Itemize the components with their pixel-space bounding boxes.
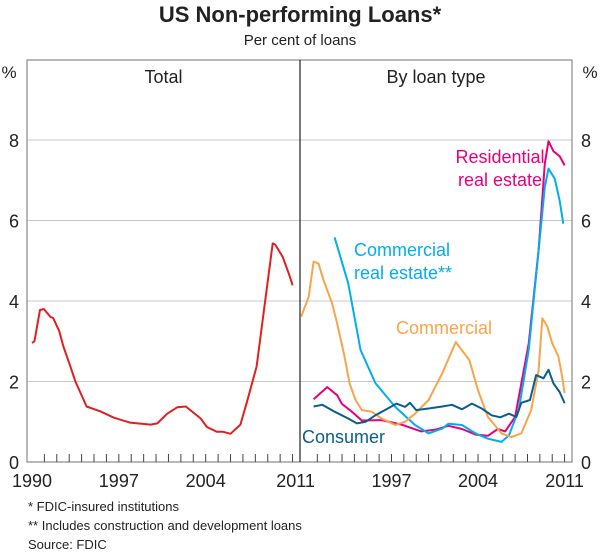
series-line-commercial-real-estate <box>333 167 565 443</box>
x-tick-label: 1990 <box>12 471 52 491</box>
y-tick-label-left: 4 <box>9 292 19 312</box>
series-line-consumer <box>313 368 566 425</box>
chart-title: US Non-performing Loans* <box>158 2 442 27</box>
y-tick-label-right: 4 <box>581 292 591 312</box>
x-tick-label: 2011 <box>276 471 315 491</box>
footnote-1: * FDIC-insured institutions <box>28 499 179 514</box>
y-tick-label-left: 2 <box>9 373 19 393</box>
x-tick-label: 1997 <box>99 471 139 491</box>
footnote-2: ** Includes construction and development… <box>28 518 302 533</box>
y-tick-label-left: 8 <box>9 131 19 151</box>
series-label: Consumer <box>302 427 385 447</box>
panel-title: By loan type <box>386 67 485 87</box>
y-unit-left: % <box>1 63 16 82</box>
source-note: Source: FDIC <box>28 537 107 552</box>
series-label: Residential <box>455 147 544 167</box>
x-tick-label: 2011 <box>545 471 584 491</box>
chart-subtitle: Per cent of loans <box>243 32 357 49</box>
series-line-residential-real-estate <box>312 140 566 437</box>
y-tick-label-right: 8 <box>581 131 591 151</box>
y-tick-label-left: 0 <box>9 453 19 473</box>
series-label: Commercial <box>396 318 492 338</box>
panel-title: Total <box>144 67 182 87</box>
series-label: real estate <box>458 170 542 190</box>
x-tick-label: 2004 <box>458 471 498 491</box>
series-label: Commercial <box>354 240 450 260</box>
y-tick-label-left: 6 <box>9 212 19 232</box>
series-label: real estate** <box>354 263 452 283</box>
y-tick-label-right: 6 <box>581 212 591 232</box>
x-tick-label: 2004 <box>186 471 226 491</box>
series-line-total <box>31 242 294 435</box>
y-tick-label-right: 0 <box>581 453 591 473</box>
y-tick-label-right: 2 <box>581 373 591 393</box>
x-tick-label: 1997 <box>371 471 411 491</box>
y-unit-right: % <box>582 63 597 82</box>
series-line-commercial <box>300 260 566 438</box>
